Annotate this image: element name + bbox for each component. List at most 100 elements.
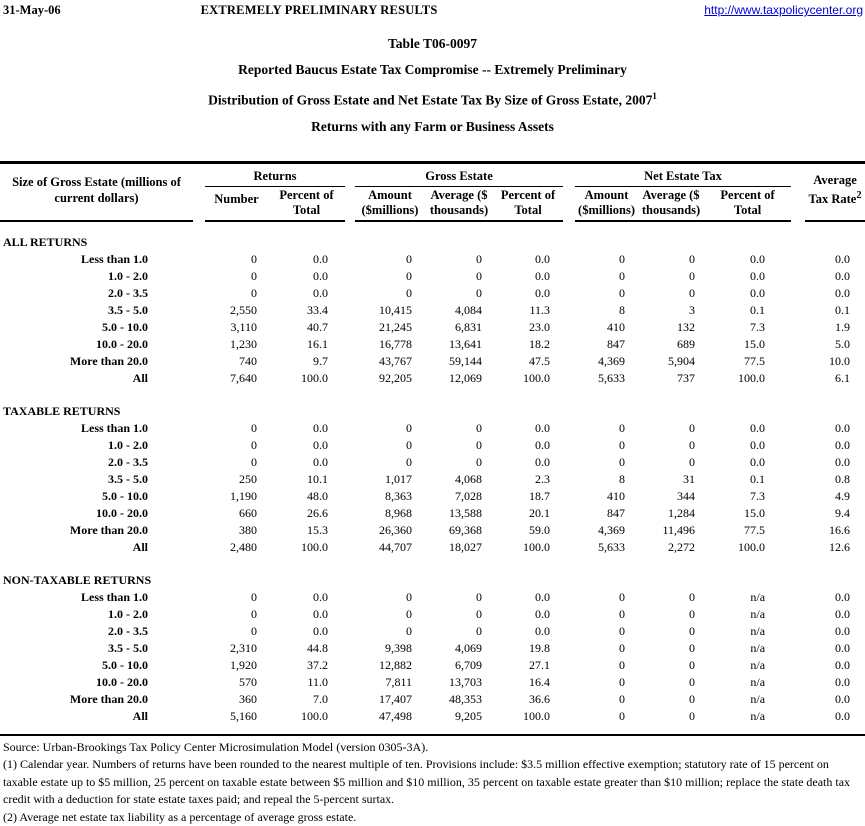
value-cell: 16,778	[355, 336, 425, 353]
value-cell: 0	[638, 691, 704, 708]
value-cell: 0	[575, 420, 638, 437]
value-cell: 7,640	[205, 370, 268, 387]
value-cell: 360	[205, 691, 268, 708]
row-label: 2.0 - 3.5	[0, 623, 193, 640]
value-cell: 0	[355, 454, 425, 471]
value-cell: 9.4	[805, 505, 865, 522]
value-cell: 0.0	[268, 251, 345, 268]
value-cell: 0	[575, 285, 638, 302]
value-cell: 9,398	[355, 640, 425, 657]
row-label: 5.0 - 10.0	[0, 488, 193, 505]
value-cell: n/a	[704, 691, 791, 708]
value-cell: 5.0	[805, 336, 865, 353]
row-label: All	[0, 370, 193, 387]
value-cell: 9.7	[268, 353, 345, 370]
value-cell: 740	[205, 353, 268, 370]
value-cell: 77.5	[704, 522, 791, 539]
value-cell: 8,363	[355, 488, 425, 505]
value-cell: 44,707	[355, 539, 425, 556]
value-cell: 0	[575, 691, 638, 708]
value-cell: 26.6	[268, 505, 345, 522]
value-cell: 0.0	[704, 420, 791, 437]
value-cell: 43,767	[355, 353, 425, 370]
table-title: Reported Baucus Estate Tax Compromise --…	[0, 57, 865, 83]
value-cell: 0.0	[805, 268, 865, 285]
value-cell: 0	[638, 454, 704, 471]
value-cell: 1,017	[355, 471, 425, 488]
col-header-net-average: Average ($thousands)	[638, 187, 704, 221]
section-header-row: TAXABLE RETURNS	[0, 403, 865, 420]
value-cell: 660	[205, 505, 268, 522]
value-cell: 0	[355, 285, 425, 302]
value-cell: 15.0	[704, 336, 791, 353]
value-cell: n/a	[704, 589, 791, 606]
value-cell: 23.0	[493, 319, 563, 336]
value-cell: 0.0	[805, 640, 865, 657]
value-cell: 2,550	[205, 302, 268, 319]
value-cell: 17,407	[355, 691, 425, 708]
value-cell: 0.0	[268, 420, 345, 437]
value-cell: 0	[355, 623, 425, 640]
value-cell: 18,027	[425, 539, 493, 556]
value-cell: 0	[355, 420, 425, 437]
value-cell: 0.0	[493, 251, 563, 268]
value-cell: 13,588	[425, 505, 493, 522]
value-cell: 0	[575, 268, 638, 285]
value-cell: 0	[205, 454, 268, 471]
value-cell: 0	[575, 674, 638, 691]
value-cell: 12,069	[425, 370, 493, 387]
value-cell: 132	[638, 319, 704, 336]
value-cell: 27.1	[493, 657, 563, 674]
value-cell: 0	[638, 420, 704, 437]
value-cell: 18.7	[493, 488, 563, 505]
value-cell: 8,968	[355, 505, 425, 522]
row-label: 2.0 - 3.5	[0, 454, 193, 471]
value-cell: 37.2	[268, 657, 345, 674]
estate-tax-table: Size of Gross Estate (millions of curren…	[0, 164, 865, 725]
value-cell: 0	[638, 606, 704, 623]
value-cell: 59,144	[425, 353, 493, 370]
value-cell: 0.0	[805, 589, 865, 606]
taxpolicycenter-link[interactable]: http://www.taxpolicycenter.org	[704, 3, 863, 17]
value-cell: 13,703	[425, 674, 493, 691]
value-cell: 410	[575, 488, 638, 505]
value-cell: 0	[575, 640, 638, 657]
footnote-ref-1: 1	[652, 91, 657, 101]
value-cell: 10.1	[268, 471, 345, 488]
value-cell: 0.1	[805, 302, 865, 319]
value-cell: 0	[205, 589, 268, 606]
value-cell: 12.6	[805, 539, 865, 556]
value-cell: 0	[425, 589, 493, 606]
value-cell: n/a	[704, 674, 791, 691]
value-cell: 48.0	[268, 488, 345, 505]
value-cell: 16.6	[805, 522, 865, 539]
table-number: Table T06-0097	[0, 31, 865, 57]
value-cell: 4,369	[575, 353, 638, 370]
value-cell: 100.0	[704, 539, 791, 556]
value-cell: 47,498	[355, 708, 425, 725]
value-cell: 0.0	[268, 589, 345, 606]
value-cell: 0	[425, 251, 493, 268]
value-cell: 0	[638, 708, 704, 725]
value-cell: 410	[575, 319, 638, 336]
value-cell: 1,230	[205, 336, 268, 353]
value-cell: 69,368	[425, 522, 493, 539]
row-label: 5.0 - 10.0	[0, 657, 193, 674]
value-cell: 0.0	[704, 454, 791, 471]
row-label: More than 20.0	[0, 522, 193, 539]
value-cell: 8	[575, 471, 638, 488]
value-cell: 4,084	[425, 302, 493, 319]
report-date: 31-May-06	[3, 3, 61, 18]
value-cell: 19.8	[493, 640, 563, 657]
value-cell: 0	[205, 251, 268, 268]
